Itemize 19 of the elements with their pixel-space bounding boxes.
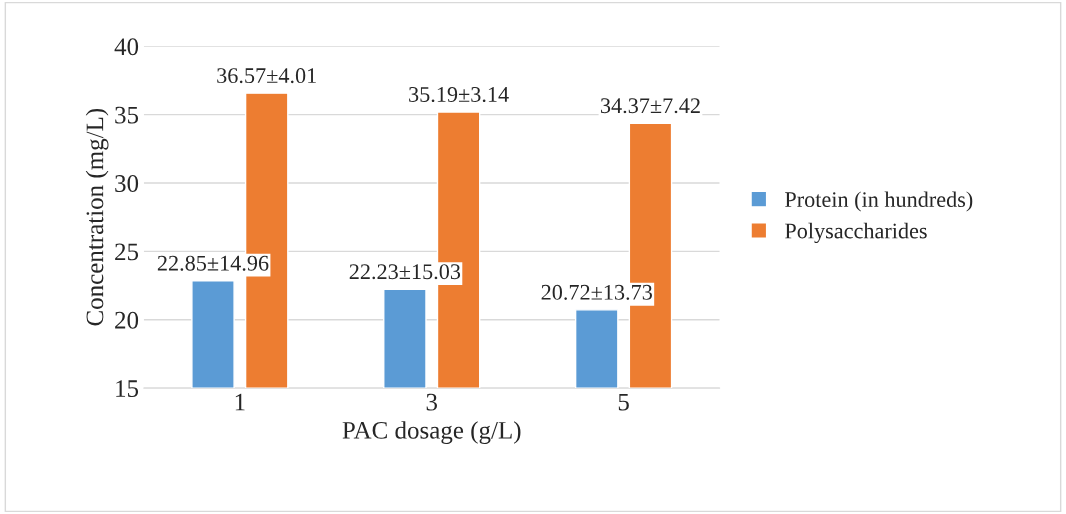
- x-axis-title: PAC dosage (g/L): [342, 421, 521, 444]
- y-tick-label: 15: [116, 380, 139, 397]
- x-tick-label: 5: [618, 393, 629, 411]
- x-tick-label: 1: [235, 393, 245, 411]
- y-tick-label: 30: [115, 175, 139, 192]
- data-label: 34.37±7.42: [600, 98, 700, 114]
- y-tick-label: 20: [115, 311, 139, 329]
- data-label: 36.57±4.01: [217, 68, 316, 84]
- y-tick-label: 25: [115, 243, 139, 261]
- legend-label: Polysaccharides: [785, 222, 927, 244]
- y-axis-title: Concentration (mg/L): [85, 108, 109, 326]
- data-label: 22.23±15.03: [349, 264, 461, 280]
- y-tick-label: 40: [114, 38, 139, 56]
- data-label: 22.85±14.96: [157, 255, 269, 271]
- legend-label: Protein (in hundreds): [785, 191, 973, 212]
- data-label: 35.19±3.14: [409, 87, 509, 103]
- data-label: 20.72±13.73: [541, 284, 652, 300]
- y-tick-label: 35: [115, 106, 139, 124]
- x-tick-label: 3: [426, 393, 437, 411]
